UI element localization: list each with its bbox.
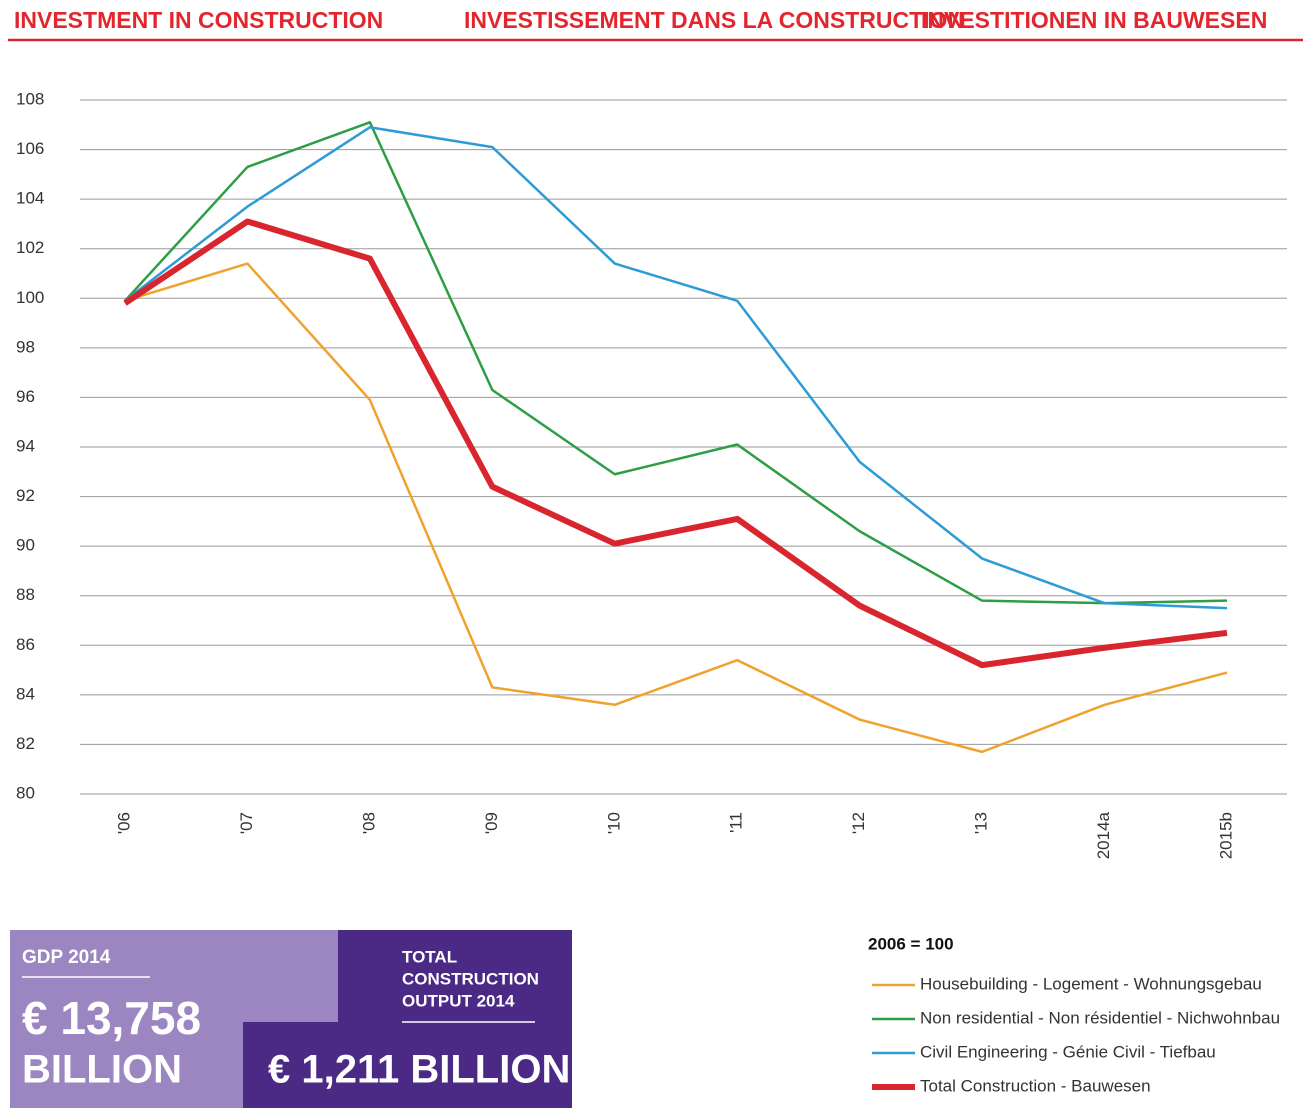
chart-title: INVESTMENT IN CONSTRUCTION (14, 7, 383, 33)
y-tick-label: 86 (16, 635, 35, 654)
series-line (124, 121, 1228, 605)
legend-label: Non residential - Non résidentiel - Nich… (920, 1008, 1280, 1027)
y-tick-label: 90 (16, 536, 35, 555)
y-tick-label: 106 (16, 139, 44, 158)
box-value: € 1,211 BILLION (268, 1048, 570, 1092)
chart-title: INVESTISSEMENT DANS LA CONSTRUCTION (464, 7, 964, 33)
legend-label: Housebuilding - Logement - Wohnungsgebau (920, 974, 1262, 993)
output-box (338, 930, 572, 1108)
legend-label: Civil Engineering - Génie Civil - Tiefba… (920, 1042, 1216, 1061)
box-label: TOTAL (402, 947, 457, 966)
y-tick-label: 92 (16, 486, 35, 505)
y-tick-label: 98 (16, 337, 35, 356)
box-unit: BILLION (22, 1048, 182, 1092)
y-tick-label: 102 (16, 238, 44, 257)
y-tick-label: 88 (16, 585, 35, 604)
x-tick-label: '11 (727, 812, 746, 833)
y-tick-label: 96 (16, 387, 35, 406)
x-tick-label: 2015b (1216, 812, 1235, 859)
x-tick-label: '10 (604, 812, 623, 834)
y-tick-label: 84 (16, 684, 35, 703)
y-tick-label: 94 (16, 436, 35, 455)
legend-note: 2006 = 100 (868, 934, 954, 953)
x-tick-label: 2014a (1094, 811, 1113, 859)
y-tick-label: 82 (16, 734, 35, 753)
box-value: € 13,758 (22, 992, 201, 1044)
x-tick-label: '06 (114, 812, 133, 834)
box-label: GDP 2014 (22, 947, 111, 968)
y-tick-label: 80 (16, 783, 35, 802)
legend-label: Total Construction - Bauwesen (920, 1076, 1151, 1095)
x-tick-label: '13 (972, 812, 991, 834)
x-tick-label: '09 (482, 812, 501, 834)
y-tick-label: 104 (16, 189, 44, 208)
series-line (124, 262, 1228, 754)
series-line (123, 218, 1228, 669)
box-label: CONSTRUCTION (402, 969, 539, 988)
x-tick-label: '12 (849, 812, 868, 834)
y-tick-label: 108 (16, 89, 44, 108)
series-line (124, 126, 1228, 610)
chart-title: INVESTITIONEN IN BAUWESEN (921, 7, 1267, 33)
x-tick-label: '08 (359, 812, 378, 834)
box-label: OUTPUT 2014 (402, 991, 515, 1010)
output-box-ext (243, 1022, 343, 1108)
x-tick-label: '07 (237, 812, 256, 834)
y-tick-label: 100 (16, 288, 44, 307)
